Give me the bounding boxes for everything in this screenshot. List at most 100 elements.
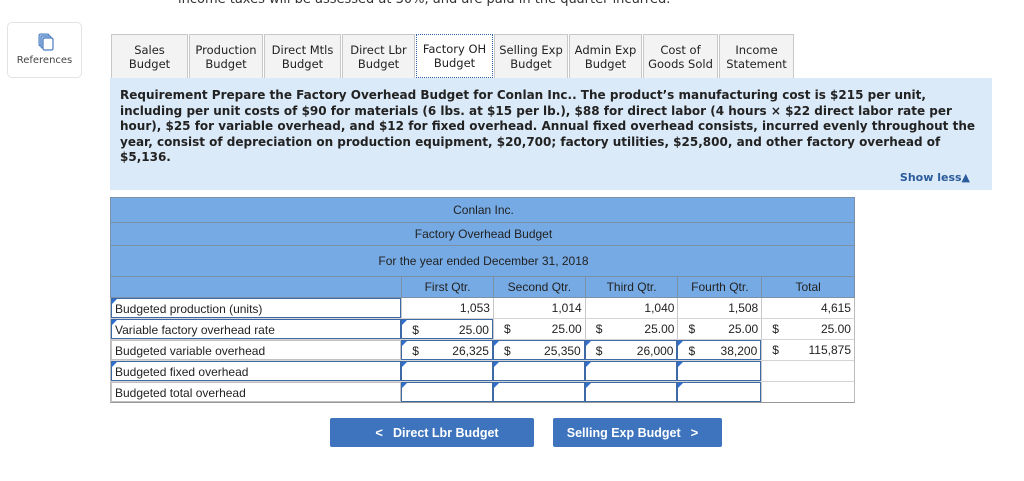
total-overhead-third-qtr-input[interactable] (584, 382, 678, 402)
cell-value: 1,508 (728, 301, 759, 315)
next-selling-exp-budget-button[interactable]: Selling Exp Budget > (553, 418, 722, 447)
prev-button-label: Direct Lbr Budget (393, 425, 499, 440)
total-overhead-fourth-qtr-input[interactable] (677, 382, 762, 402)
tab-label: Selling Exp Budget (499, 43, 563, 71)
input-marker-icon (585, 341, 591, 346)
cell-value: 25.00 (820, 322, 851, 336)
rate-first-qtr-input[interactable]: $ 25.00 (401, 319, 493, 339)
input-marker-icon (112, 320, 117, 325)
cell-value: 26,000 (636, 344, 674, 358)
tab-label: Admin Exp Budget (575, 43, 637, 71)
input-marker-icon (678, 362, 684, 367)
cell-value: 25.00 (644, 322, 675, 336)
row-label-budgeted-fixed-overhead[interactable]: Budgeted fixed overhead (111, 361, 402, 381)
tab-label-line1: Direct Lbr (350, 42, 407, 57)
variable-overhead-second-qtr-input[interactable]: $ 25,350 (492, 340, 585, 360)
currency-symbol: $ (503, 344, 511, 358)
row-label-text: Budgeted variable overhead (115, 344, 266, 358)
row-label-budgeted-variable-overhead: Budgeted variable overhead (111, 340, 402, 360)
production-first-qtr: 1,053 (401, 298, 493, 318)
tab-label: Direct Lbr Budget (350, 43, 407, 71)
variable-overhead-third-qtr-input[interactable]: $ 26,000 (584, 340, 678, 360)
column-header-row: First Qtr. Second Qtr. Third Qtr. Fourth… (110, 276, 855, 298)
table-row-budgeted-fixed-overhead: Budgeted fixed overhead (110, 361, 855, 382)
row-label-budgeted-production[interactable]: Budgeted production (units) (111, 298, 402, 318)
chevron-left-icon: < (375, 425, 384, 440)
tab-label-line1: Production (195, 42, 257, 57)
next-button-label: Selling Exp Budget (566, 425, 681, 440)
tab-label-line2: Budget (433, 56, 476, 70)
tab-label-line2: Budget (357, 56, 400, 71)
show-less-toggle[interactable]: Show less▲ (899, 171, 970, 184)
tab-selling-exp-budget[interactable]: Selling Exp Budget (494, 34, 568, 78)
column-header-total: Total (761, 277, 854, 297)
tab-label-line1: Factory OH (422, 42, 487, 56)
tab-direct-lbr-budget[interactable]: Direct Lbr Budget (342, 34, 415, 78)
budget-title: Factory Overhead Budget (414, 227, 553, 241)
input-marker-icon (112, 299, 117, 304)
input-marker-icon (585, 383, 591, 388)
currency-symbol: $ (412, 344, 419, 358)
cell-value: 115,875 (808, 343, 852, 357)
cell-value: 38,200 (720, 344, 758, 358)
tab-cost-of-goods-sold[interactable]: Cost of Goods Sold (643, 34, 718, 78)
budget-tabs: Sales Budget Production Budget Direct Mtl… (111, 34, 795, 79)
tab-income-statement[interactable]: Income Statement (719, 34, 794, 78)
tab-direct-mtls-budget[interactable]: Direct Mtls Budget (264, 34, 341, 78)
variable-overhead-first-qtr-input[interactable]: $ 26,325 (401, 340, 493, 360)
input-marker-icon (493, 362, 499, 367)
fixed-overhead-fourth-qtr-input[interactable] (677, 361, 762, 381)
table-row-budgeted-variable-overhead: Budgeted variable overhead $ 26,325 $ 25… (110, 340, 855, 361)
references-label: References (16, 55, 73, 66)
company-name-row: Conlan Inc. (110, 197, 855, 222)
cell-value: 1,040 (644, 301, 675, 315)
input-marker-icon (585, 362, 591, 367)
column-header-fourth-qtr: Fourth Qtr. (677, 277, 761, 297)
period-row: For the year ended December 31, 2018 (110, 245, 855, 276)
input-marker-icon (402, 320, 408, 325)
tab-label-line2: Budget (205, 56, 247, 71)
row-label-variable-overhead-rate[interactable]: Variable factory overhead rate (111, 319, 402, 339)
copy-stack-icon (38, 33, 54, 51)
currency-symbol: $ (595, 344, 603, 358)
fixed-overhead-third-qtr-input[interactable] (584, 361, 678, 381)
currency-symbol: $ (772, 322, 779, 336)
chevron-right-icon: > (690, 425, 699, 440)
prev-direct-lbr-budget-button[interactable]: < Direct Lbr Budget (330, 418, 534, 447)
input-marker-icon (402, 383, 408, 388)
total-overhead-first-qtr-input[interactable] (401, 382, 493, 402)
clipped-instruction-text: income taxes will be assessed at 30%, an… (178, 0, 670, 7)
table-row-budgeted-total-overhead: Budgeted total overhead (110, 382, 855, 403)
fixed-overhead-total (761, 361, 854, 381)
currency-symbol: $ (772, 343, 779, 357)
fixed-overhead-second-qtr-input[interactable] (492, 361, 585, 381)
cell-value: 26,325 (452, 344, 489, 358)
total-overhead-second-qtr-input[interactable] (492, 382, 585, 402)
production-fourth-qtr: 1,508 (677, 298, 761, 318)
input-marker-icon (678, 383, 684, 388)
tab-label-line1: Selling Exp (499, 42, 563, 57)
references-button[interactable]: References (7, 22, 82, 78)
requirement-text: Requirement Prepare the Factory Overhead… (120, 88, 975, 164)
input-marker-icon (112, 362, 117, 367)
currency-symbol: $ (688, 344, 696, 358)
rate-fourth-qtr: $ 25.00 (677, 319, 761, 339)
budget-body: Budgeted production (units) 1,053 1,014 … (110, 298, 855, 403)
tab-admin-exp-budget[interactable]: Admin Exp Budget (569, 34, 642, 78)
budget-title-row: Factory Overhead Budget (110, 222, 855, 245)
tab-factory-oh-budget[interactable]: Factory OH Budget (416, 34, 493, 78)
input-marker-icon (678, 341, 684, 346)
tab-production-budget[interactable]: Production Budget (189, 34, 263, 78)
column-header-third-qtr: Third Qtr. (584, 277, 678, 297)
variable-overhead-fourth-qtr-input[interactable]: $ 38,200 (677, 340, 762, 360)
currency-symbol: $ (412, 323, 419, 337)
row-label-text: Budgeted production (units) (115, 302, 263, 316)
label-column-header (111, 277, 401, 297)
fixed-overhead-first-qtr-input[interactable] (401, 361, 493, 381)
input-marker-icon (402, 341, 408, 346)
input-marker-icon (493, 341, 499, 346)
tab-label-line2: Statement (726, 56, 787, 71)
cell-value: 25.00 (458, 323, 489, 337)
tab-sales-budget[interactable]: Sales Budget (111, 34, 188, 78)
tab-label-line1: Admin Exp (574, 42, 637, 57)
